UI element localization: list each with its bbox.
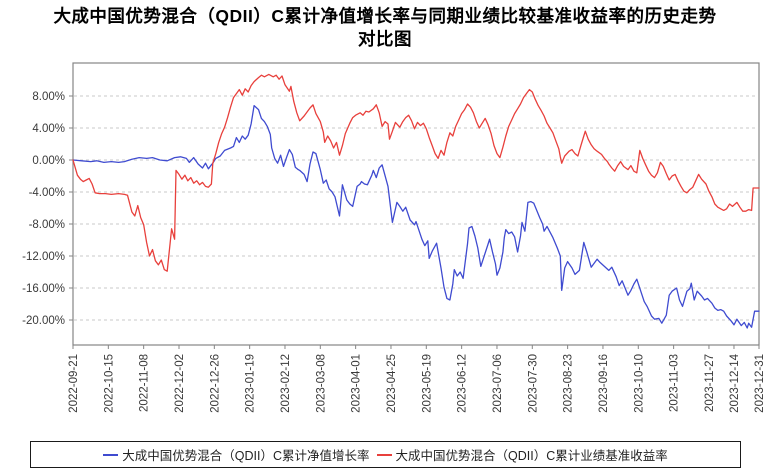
- y-tick-label: -4.00%: [29, 187, 65, 199]
- fund-line-swatch-icon: [103, 453, 119, 456]
- chart-title-line1: 大成中国优势混合（QDII）C累计净值增长率与同期业绩比较基准收益率的历史走势: [53, 6, 717, 26]
- x-tick-label: 2023-10-10: [633, 354, 645, 413]
- y-tick-label: 0.00%: [32, 155, 65, 167]
- y-tick-label: -12.00%: [22, 251, 65, 263]
- y-tick-label: 4.00%: [32, 123, 65, 135]
- x-tick-label: 2023-05-19: [421, 354, 433, 413]
- x-tick-label: 2022-12-02: [174, 354, 186, 413]
- y-tick-label: -8.00%: [29, 219, 65, 231]
- x-tick-label: 2023-01-19: [245, 354, 257, 413]
- x-tick-label: 2022-10-15: [103, 354, 115, 413]
- x-tick-label: 2023-06-12: [457, 354, 469, 413]
- x-tick-label: 2023-12-14: [729, 353, 741, 412]
- x-tick-label: 2023-04-01: [351, 354, 363, 413]
- chart-title: 大成中国优势混合（QDII）C累计净值增长率与同期业绩比较基准收益率的历史走势 …: [0, 5, 770, 51]
- x-tick-label: 2023-11-03: [669, 354, 681, 412]
- x-tick-label: 2022-09-21: [68, 354, 80, 413]
- y-tick-label: -20.00%: [22, 315, 65, 327]
- x-tick-label: 2023-08-23: [563, 354, 575, 413]
- series-line-benchmark: [72, 73, 760, 272]
- x-tick-label: 2023-12-31: [754, 354, 766, 413]
- x-tick-label: 2023-07-06: [492, 354, 504, 413]
- plot-frame: [72, 62, 760, 346]
- y-tick-label: -16.00%: [22, 283, 65, 295]
- x-tick-label: 2023-07-30: [527, 354, 539, 413]
- x-tick-label: 2023-03-08: [315, 354, 327, 413]
- x-tick-label: 2023-11-27: [704, 354, 716, 412]
- legend-item-benchmark-label: 大成中国优势混合（QDII）C累计业绩基准收益率: [395, 449, 668, 463]
- legend-item-fund-label: 大成中国优势混合（QDII）C累计净值增长率: [122, 449, 370, 463]
- legend: 大成中国优势混合（QDII）C累计净值增长率 大成中国优势混合（QDII）C累计…: [30, 441, 741, 468]
- y-tick-label: 8.00%: [32, 91, 65, 103]
- benchmark-line-swatch-icon: [376, 453, 392, 456]
- x-tick-label: 2022-12-26: [209, 354, 221, 413]
- chart-title-line2: 对比图: [358, 29, 412, 49]
- series-line-fund: [72, 104, 760, 329]
- x-tick-label: 2023-02-12: [280, 354, 292, 413]
- legend-item-fund: 大成中国优势混合（QDII）C累计净值增长率: [103, 445, 370, 464]
- x-tick-label: 2023-04-25: [386, 354, 398, 413]
- x-tick-label: 2023-09-16: [598, 354, 610, 413]
- legend-item-benchmark: 大成中国优势混合（QDII）C累计业绩基准收益率: [376, 445, 668, 464]
- x-tick-label: 2022-11-08: [139, 354, 151, 412]
